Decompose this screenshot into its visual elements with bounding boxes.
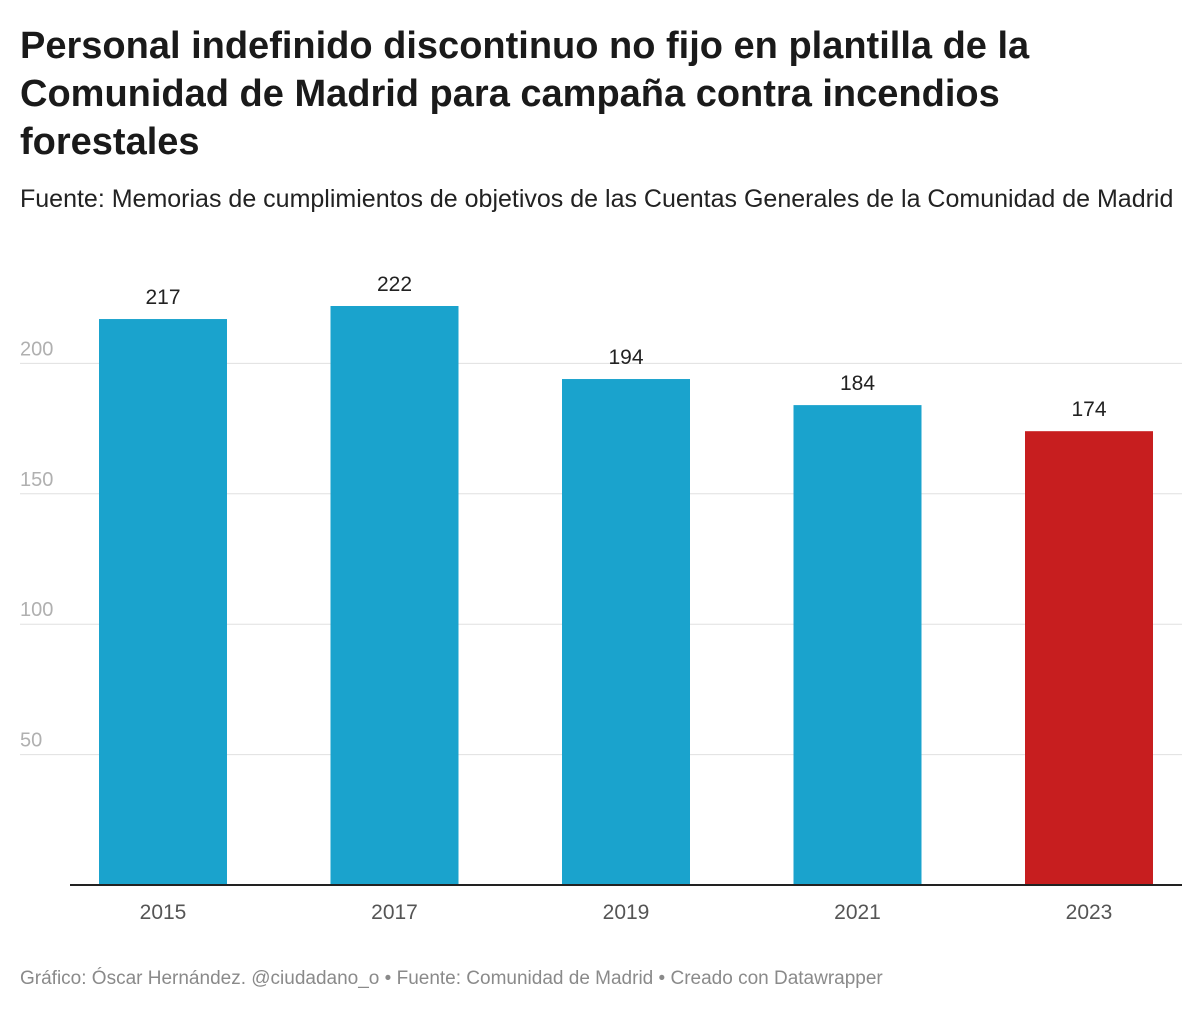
y-tick-label: 100 <box>20 599 53 621</box>
bar-value-label: 174 <box>1071 398 1106 421</box>
bar <box>99 319 227 885</box>
bar-chart: 50 100 150 200 217 2015 222 2017 194 2019 184 2021 1… <box>20 273 1182 924</box>
y-tick-label: 150 <box>20 469 53 491</box>
bar <box>562 379 690 885</box>
footer-source: Fuente: Comunidad de Madrid <box>396 968 654 989</box>
footer-separator: • <box>653 968 671 989</box>
x-tick-label: 2023 <box>1066 901 1113 924</box>
bar <box>330 306 459 885</box>
bar-value-label: 184 <box>840 372 875 395</box>
chart-title: Personal indefinido discontinuo no fijo … <box>20 25 1030 163</box>
chart-footer: Gráfico: Óscar Hernández. @ciudadano_o •… <box>20 968 883 990</box>
y-tick-label: 200 <box>20 338 53 360</box>
bar <box>1025 431 1153 885</box>
x-tick-label: 2015 <box>140 901 187 924</box>
footer-separator: • <box>379 968 397 989</box>
footer-credit: Gráfico: Óscar Hernández. @ciudadano_o <box>20 968 380 989</box>
bar-value-label: 217 <box>145 286 180 309</box>
bar-value-label: 222 <box>377 273 412 296</box>
y-tick-label: 50 <box>20 730 42 752</box>
x-tick-label: 2021 <box>834 901 881 924</box>
x-tick-label: 2019 <box>603 901 650 924</box>
bar-value-label: 194 <box>608 346 643 369</box>
footer-tool: Creado con Datawrapper <box>670 968 883 989</box>
chart-subtitle: Fuente: Memorias de cumplimientos de obj… <box>20 185 1174 213</box>
bar <box>793 405 922 885</box>
x-tick-label: 2017 <box>371 901 418 924</box>
